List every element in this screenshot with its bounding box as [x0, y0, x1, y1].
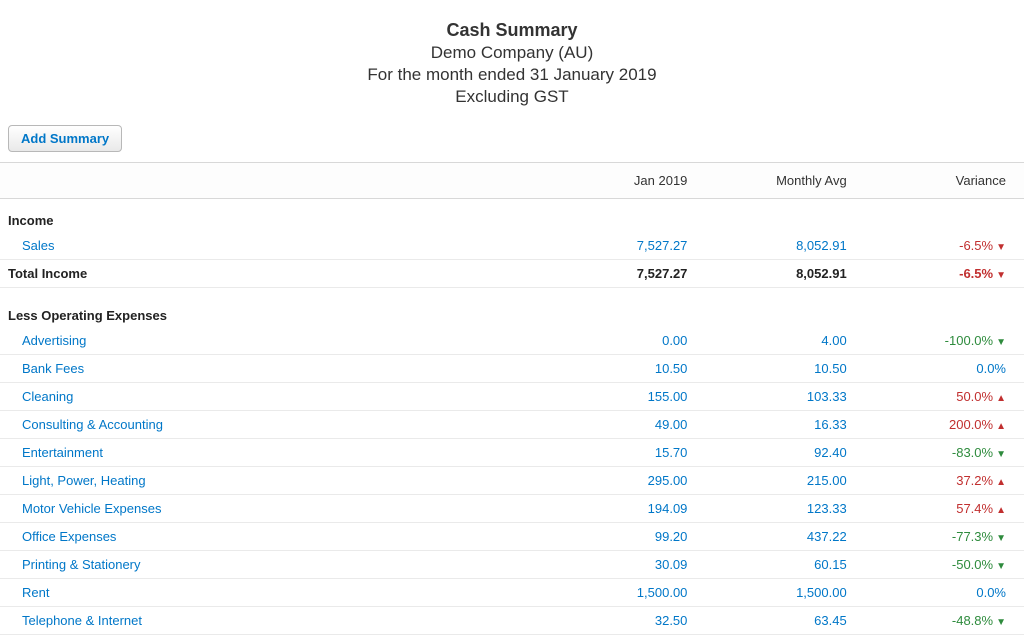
variance-down-icon: ▼ — [996, 449, 1006, 460]
row-variance: 0.0% — [865, 578, 1024, 606]
table-row: Light, Power, Heating295.00215.0037.2%▲ — [0, 466, 1024, 494]
add-summary-button[interactable]: Add Summary — [8, 125, 122, 152]
row-avg-value[interactable]: 60.15 — [705, 550, 864, 578]
cash-summary-table: Jan 2019 Monthly Avg Variance IncomeSale… — [0, 162, 1024, 635]
row-label[interactable]: Light, Power, Heating — [0, 466, 546, 494]
table-row: Entertainment15.7092.40-83.0%▼ — [0, 438, 1024, 466]
col-header-period: Jan 2019 — [546, 163, 705, 199]
table-row: Sales7,527.278,052.91-6.5%▼ — [0, 232, 1024, 260]
section-title: Income — [0, 199, 1024, 233]
table-row: Cleaning155.00103.3350.0%▲ — [0, 382, 1024, 410]
table-row: Motor Vehicle Expenses194.09123.3357.4%▲ — [0, 494, 1024, 522]
row-avg-value[interactable]: 123.33 — [705, 494, 864, 522]
col-header-variance: Variance — [865, 163, 1024, 199]
row-avg-value[interactable]: 4.00 — [705, 327, 864, 355]
table-row: Office Expenses99.20437.22-77.3%▼ — [0, 522, 1024, 550]
section-header: Less Operating Expenses — [0, 294, 1024, 327]
total-variance: -6.5%▼ — [865, 260, 1024, 288]
row-period-value[interactable]: 7,527.27 — [546, 232, 705, 260]
row-variance: 57.4%▲ — [865, 494, 1024, 522]
table-row: Printing & Stationery30.0960.15-50.0%▼ — [0, 550, 1024, 578]
row-variance: -48.8%▼ — [865, 606, 1024, 634]
row-period-value[interactable]: 194.09 — [546, 494, 705, 522]
row-label[interactable]: Cleaning — [0, 382, 546, 410]
row-period-value[interactable]: 32.50 — [546, 606, 705, 634]
row-label[interactable]: Printing & Stationery — [0, 550, 546, 578]
variance-up-icon: ▲ — [996, 393, 1006, 404]
table-row: Consulting & Accounting49.0016.33200.0%▲ — [0, 410, 1024, 438]
row-variance: -77.3%▼ — [865, 522, 1024, 550]
row-label[interactable]: Telephone & Internet — [0, 606, 546, 634]
row-avg-value[interactable]: 8,052.91 — [705, 232, 864, 260]
row-period-value[interactable]: 155.00 — [546, 382, 705, 410]
variance-down-icon: ▼ — [996, 561, 1006, 572]
row-avg-value[interactable]: 437.22 — [705, 522, 864, 550]
row-period-value[interactable]: 10.50 — [546, 354, 705, 382]
row-variance: 50.0%▲ — [865, 382, 1024, 410]
col-header-avg: Monthly Avg — [705, 163, 864, 199]
row-variance: -6.5%▼ — [865, 232, 1024, 260]
row-variance: 37.2%▲ — [865, 466, 1024, 494]
row-label[interactable]: Advertising — [0, 327, 546, 355]
row-label[interactable]: Motor Vehicle Expenses — [0, 494, 546, 522]
row-avg-value[interactable]: 63.45 — [705, 606, 864, 634]
row-variance: -50.0%▼ — [865, 550, 1024, 578]
row-avg-value[interactable]: 215.00 — [705, 466, 864, 494]
report-title: Cash Summary — [0, 20, 1024, 41]
row-label[interactable]: Rent — [0, 578, 546, 606]
report-header: Cash Summary Demo Company (AU) For the m… — [0, 0, 1024, 119]
row-period-value[interactable]: 1,500.00 — [546, 578, 705, 606]
total-label: Total Income — [0, 260, 546, 288]
row-avg-value[interactable]: 103.33 — [705, 382, 864, 410]
variance-down-icon: ▼ — [996, 617, 1006, 628]
report-period: For the month ended 31 January 2019 — [0, 65, 1024, 85]
row-avg-value[interactable]: 16.33 — [705, 410, 864, 438]
row-label[interactable]: Entertainment — [0, 438, 546, 466]
row-variance: 0.0% — [865, 354, 1024, 382]
row-period-value[interactable]: 295.00 — [546, 466, 705, 494]
row-variance: 200.0%▲ — [865, 410, 1024, 438]
variance-down-icon: ▼ — [996, 270, 1006, 281]
table-row: Rent1,500.001,500.000.0% — [0, 578, 1024, 606]
row-variance: -83.0%▼ — [865, 438, 1024, 466]
col-header-empty — [0, 163, 546, 199]
row-avg-value[interactable]: 1,500.00 — [705, 578, 864, 606]
total-row: Total Income7,527.278,052.91-6.5%▼ — [0, 260, 1024, 288]
variance-up-icon: ▲ — [996, 505, 1006, 516]
row-period-value[interactable]: 0.00 — [546, 327, 705, 355]
section-title: Less Operating Expenses — [0, 294, 1024, 327]
variance-down-icon: ▼ — [996, 242, 1006, 253]
table-row: Advertising0.004.00-100.0%▼ — [0, 327, 1024, 355]
row-label[interactable]: Bank Fees — [0, 354, 546, 382]
variance-up-icon: ▲ — [996, 421, 1006, 432]
row-period-value[interactable]: 15.70 — [546, 438, 705, 466]
variance-down-icon: ▼ — [996, 337, 1006, 348]
variance-up-icon: ▲ — [996, 477, 1006, 488]
row-variance: -100.0%▼ — [865, 327, 1024, 355]
row-label[interactable]: Sales — [0, 232, 546, 260]
row-avg-value[interactable]: 10.50 — [705, 354, 864, 382]
total-period: 7,527.27 — [546, 260, 705, 288]
section-header: Income — [0, 199, 1024, 233]
table-header-row: Jan 2019 Monthly Avg Variance — [0, 163, 1024, 199]
table-row: Bank Fees10.5010.500.0% — [0, 354, 1024, 382]
report-tax-note: Excluding GST — [0, 87, 1024, 107]
table-row: Telephone & Internet32.5063.45-48.8%▼ — [0, 606, 1024, 634]
row-period-value[interactable]: 99.20 — [546, 522, 705, 550]
row-label[interactable]: Office Expenses — [0, 522, 546, 550]
row-period-value[interactable]: 30.09 — [546, 550, 705, 578]
report-company: Demo Company (AU) — [0, 43, 1024, 63]
variance-down-icon: ▼ — [996, 533, 1006, 544]
row-label[interactable]: Consulting & Accounting — [0, 410, 546, 438]
row-avg-value[interactable]: 92.40 — [705, 438, 864, 466]
row-period-value[interactable]: 49.00 — [546, 410, 705, 438]
total-avg: 8,052.91 — [705, 260, 864, 288]
